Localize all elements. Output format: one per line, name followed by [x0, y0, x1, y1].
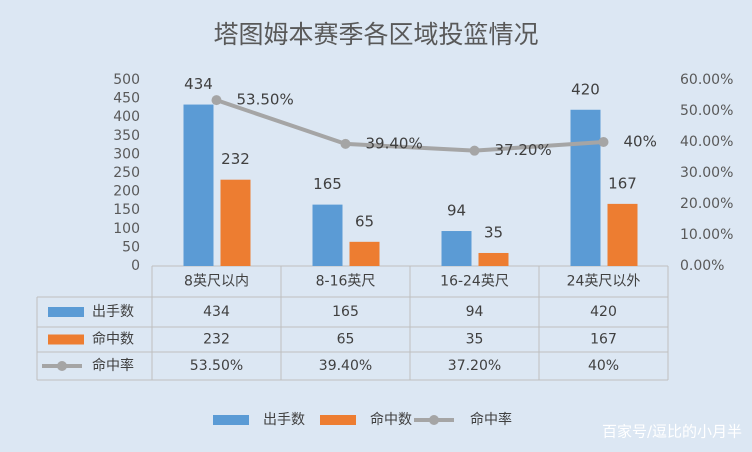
bar	[220, 179, 251, 266]
y-tick-label: 500	[113, 72, 140, 88]
legend-key	[320, 415, 356, 425]
y-tick-label: 200	[113, 184, 140, 200]
y-tick-label: 450	[113, 91, 140, 107]
line	[215, 98, 604, 153]
legend-label: 出手数	[263, 412, 305, 428]
x-tick-label: 16-24英尺	[440, 273, 509, 290]
bar	[349, 241, 380, 266]
table-row-label: 命中率	[92, 357, 134, 374]
y-tick-label: 300	[113, 146, 140, 162]
bar	[312, 204, 343, 266]
data-label: 65	[355, 212, 374, 230]
table-cell: 65	[337, 332, 355, 348]
data-label: 35	[484, 223, 503, 241]
data-label: 40%	[624, 133, 657, 151]
legend-key	[429, 415, 439, 425]
table-key	[48, 334, 84, 345]
table-cell: 165	[332, 304, 359, 320]
bar	[607, 203, 638, 266]
table-cell: 40%	[588, 358, 619, 374]
bar	[441, 231, 472, 266]
marker	[340, 138, 351, 149]
marker	[211, 95, 222, 106]
marker	[598, 137, 609, 147]
table-cell: 232	[203, 332, 230, 348]
y-tick-label: 250	[113, 165, 140, 181]
y-tick-label: 100	[113, 221, 140, 237]
y2-tick-label: 0.00%	[680, 258, 724, 274]
bar	[478, 252, 509, 266]
bar	[570, 109, 601, 266]
y2-tick-label: 30.00%	[680, 165, 733, 181]
legend-label: 命中数	[370, 411, 412, 428]
data-label: 94	[447, 202, 466, 220]
data-label: 39.40%	[366, 134, 423, 152]
table-cell: 53.50%	[190, 358, 243, 374]
y-tick-label: 150	[113, 202, 140, 218]
y2-tick-label: 20.00%	[680, 196, 733, 212]
table-cell: 37.20%	[448, 358, 501, 374]
data-label: 434	[184, 75, 213, 93]
watermark: 百家号/逗比的小月半	[602, 423, 742, 441]
data-label: 53.50%	[237, 91, 294, 109]
table-key	[57, 361, 67, 371]
table-cell: 94	[466, 304, 484, 320]
table-cell: 167	[590, 332, 617, 348]
y-tick-label: 0	[131, 258, 140, 274]
x-tick-label: 8英尺以内	[184, 273, 249, 290]
legend-label: 命中率	[470, 411, 512, 428]
x-tick-label: 8-16英尺	[316, 273, 376, 290]
chart-title: 塔图姆本赛季各区域投篮情况	[213, 20, 538, 49]
table-row-label: 命中数	[92, 331, 134, 348]
legend-key	[213, 415, 249, 425]
table-cell: 35	[466, 332, 484, 348]
table-cell: 420	[590, 304, 617, 320]
y2-tick-label: 50.00%	[680, 103, 733, 119]
bar	[183, 104, 214, 266]
y2-tick-label: 40.00%	[680, 134, 733, 150]
data-label: 232	[221, 150, 250, 168]
data-label: 165	[313, 175, 342, 193]
y2-tick-label: 60.00%	[680, 72, 733, 88]
marker	[469, 145, 480, 156]
table-row-label: 出手数	[92, 304, 134, 320]
table-cell: 39.40%	[319, 358, 372, 374]
y2-tick-label: 10.00%	[680, 227, 733, 243]
data-label: 167	[608, 174, 637, 192]
data-label: 37.20%	[495, 141, 552, 159]
x-tick-label: 24英尺以外	[567, 273, 641, 290]
table-key	[48, 307, 84, 317]
data-label: 420	[571, 80, 600, 98]
y-tick-label: 350	[113, 128, 140, 144]
table-cell: 434	[203, 304, 230, 320]
y-tick-label: 50	[122, 239, 140, 255]
y-tick-label: 400	[113, 109, 140, 125]
